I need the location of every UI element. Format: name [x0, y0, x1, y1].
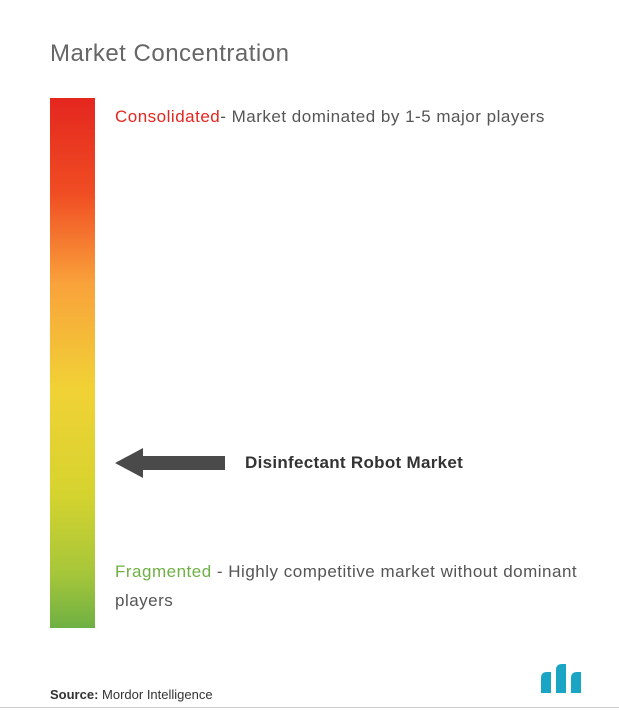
labels-column: Consolidated- Market dominated by 1-5 ma… — [115, 98, 589, 628]
concentration-gradient-bar — [50, 98, 95, 628]
arrow-left-icon — [115, 448, 225, 478]
source-attribution: Source: Mordor Intelligence — [50, 687, 213, 702]
consolidated-label: Consolidated- Market dominated by 1-5 ma… — [115, 103, 579, 132]
page-title: Market Concentration — [50, 40, 589, 68]
arrow-polygon — [115, 448, 225, 478]
infographic-container: Market Concentration Consolidated- Marke… — [0, 0, 619, 720]
source-label: Source: — [50, 687, 98, 702]
market-position-indicator: Disinfectant Robot Market — [115, 448, 463, 478]
market-name-label: Disinfectant Robot Market — [245, 453, 463, 473]
consolidated-keyword: Consolidated — [115, 107, 220, 126]
mordor-logo-icon — [539, 660, 594, 695]
bottom-divider — [0, 707, 619, 708]
fragmented-label: Fragmented - Highly competitive market w… — [115, 558, 579, 616]
source-value: Mordor Intelligence — [102, 687, 213, 702]
content-row: Consolidated- Market dominated by 1-5 ma… — [50, 98, 589, 628]
fragmented-keyword: Fragmented — [115, 562, 212, 581]
consolidated-desc: - Market dominated by 1-5 major players — [220, 107, 545, 126]
